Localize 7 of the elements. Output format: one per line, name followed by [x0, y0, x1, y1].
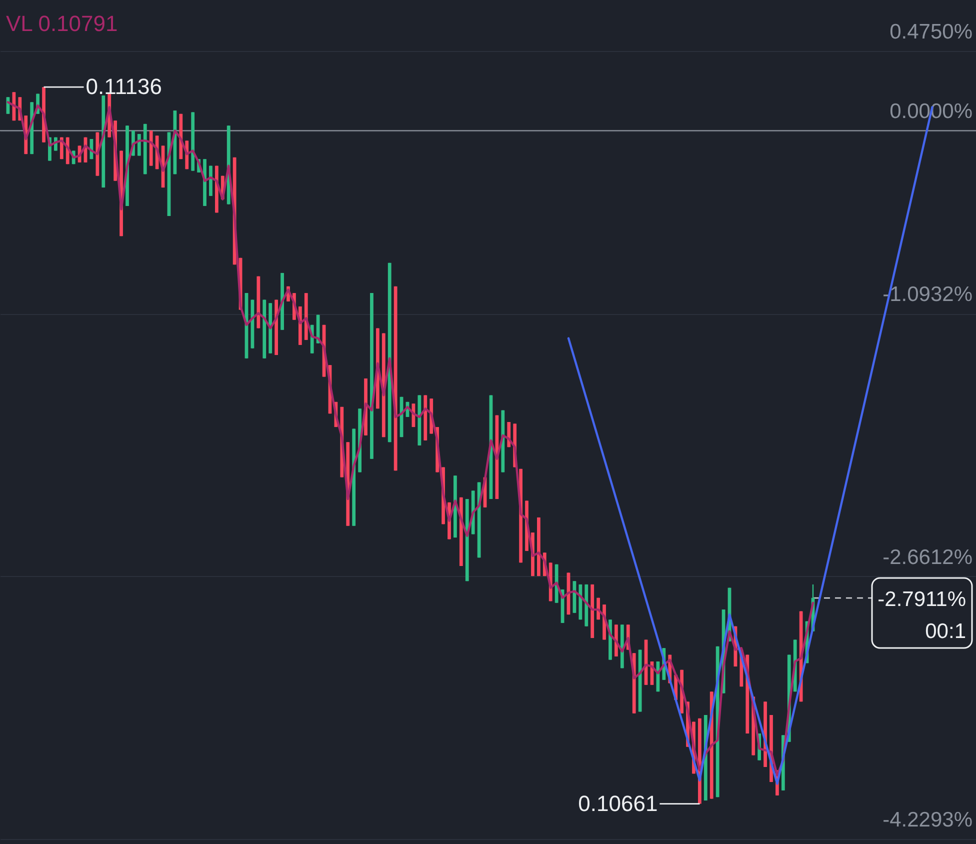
annotation: 0.10661: [578, 790, 658, 816]
annotation: 0.11136: [86, 74, 162, 100]
ref-line-label: -2.7911% 00:1: [878, 588, 966, 644]
y-tick-label: -2.6612%: [882, 546, 972, 569]
y-tick-label: 0.4750%: [890, 20, 972, 44]
text: VL 0.10791: [6, 11, 118, 36]
y-tick-label: -4.2293%: [882, 808, 972, 832]
